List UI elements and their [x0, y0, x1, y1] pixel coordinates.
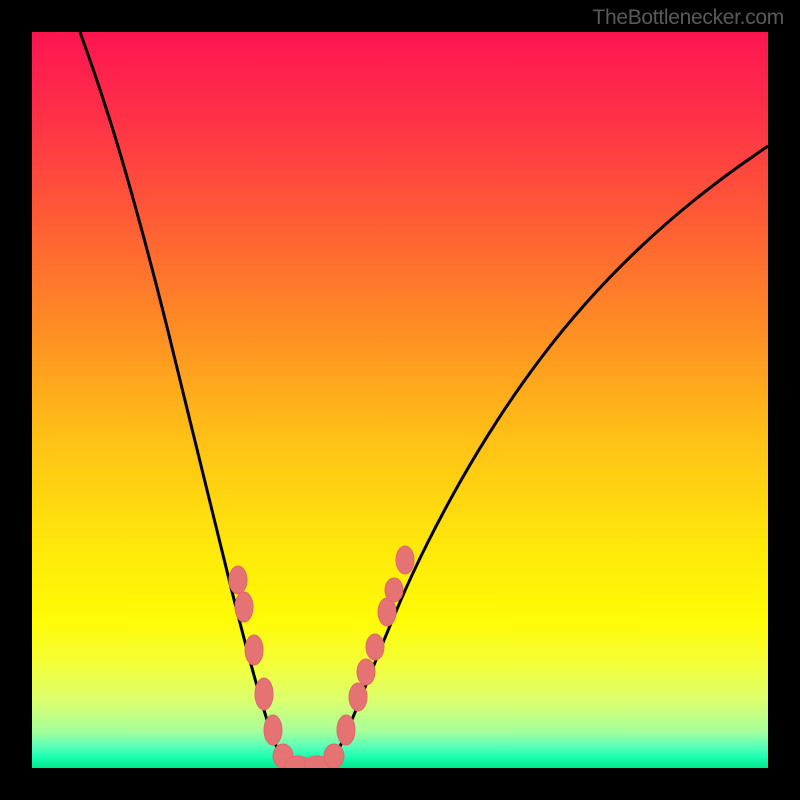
- dots-group: [229, 546, 414, 768]
- data-dot: [255, 678, 273, 710]
- watermark-text: TheBottlenecker.com: [592, 6, 784, 30]
- data-dot: [235, 592, 253, 622]
- data-dot: [264, 715, 282, 745]
- data-dot: [324, 744, 344, 768]
- data-dot: [349, 683, 367, 711]
- data-dot: [366, 634, 384, 660]
- data-dot: [385, 578, 403, 602]
- data-dot: [337, 715, 355, 745]
- data-dot: [357, 659, 375, 685]
- data-dot: [245, 635, 263, 665]
- plot-area: [32, 32, 768, 768]
- curve-layer: [32, 32, 768, 768]
- right-curve: [328, 146, 768, 765]
- data-dot: [396, 546, 414, 574]
- data-dot: [229, 566, 247, 594]
